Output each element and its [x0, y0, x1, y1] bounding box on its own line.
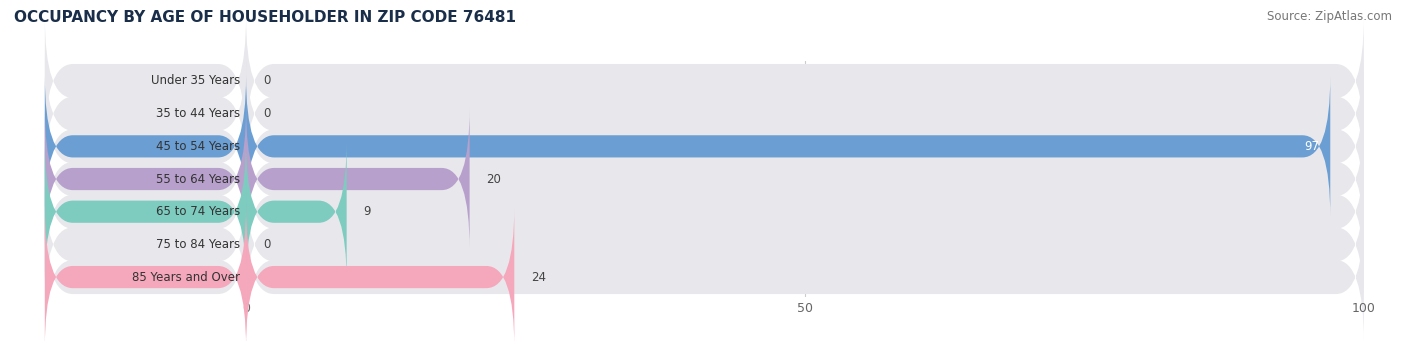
FancyBboxPatch shape	[246, 108, 470, 250]
FancyBboxPatch shape	[246, 49, 1364, 178]
FancyBboxPatch shape	[246, 81, 1364, 211]
FancyBboxPatch shape	[45, 212, 246, 341]
Text: 65 to 74 Years: 65 to 74 Years	[156, 205, 240, 218]
Text: 55 to 64 Years: 55 to 64 Years	[156, 173, 240, 186]
Text: OCCUPANCY BY AGE OF HOUSEHOLDER IN ZIP CODE 76481: OCCUPANCY BY AGE OF HOUSEHOLDER IN ZIP C…	[14, 10, 516, 25]
FancyBboxPatch shape	[45, 49, 246, 178]
FancyBboxPatch shape	[246, 76, 1330, 217]
FancyBboxPatch shape	[45, 114, 246, 244]
FancyBboxPatch shape	[45, 147, 246, 277]
Text: 35 to 44 Years: 35 to 44 Years	[156, 107, 240, 120]
FancyBboxPatch shape	[45, 180, 246, 309]
FancyBboxPatch shape	[45, 16, 246, 146]
Text: 24: 24	[531, 270, 546, 284]
FancyBboxPatch shape	[246, 206, 515, 341]
Text: 20: 20	[486, 173, 502, 186]
Text: Under 35 Years: Under 35 Years	[152, 74, 240, 88]
Text: 45 to 54 Years: 45 to 54 Years	[156, 140, 240, 153]
FancyBboxPatch shape	[45, 76, 246, 217]
FancyBboxPatch shape	[246, 147, 1364, 277]
FancyBboxPatch shape	[45, 108, 246, 250]
FancyBboxPatch shape	[246, 180, 1364, 309]
FancyBboxPatch shape	[45, 141, 246, 282]
Text: 75 to 84 Years: 75 to 84 Years	[156, 238, 240, 251]
Text: 0: 0	[263, 74, 270, 88]
FancyBboxPatch shape	[246, 114, 1364, 244]
FancyBboxPatch shape	[246, 141, 347, 282]
Text: 85 Years and Over: 85 Years and Over	[132, 270, 240, 284]
Text: 9: 9	[363, 205, 371, 218]
Text: 97: 97	[1305, 140, 1319, 153]
FancyBboxPatch shape	[45, 206, 246, 341]
FancyBboxPatch shape	[246, 212, 1364, 341]
Text: 0: 0	[263, 107, 270, 120]
FancyBboxPatch shape	[246, 16, 1364, 146]
Text: 0: 0	[263, 238, 270, 251]
FancyBboxPatch shape	[45, 81, 246, 211]
Text: Source: ZipAtlas.com: Source: ZipAtlas.com	[1267, 10, 1392, 23]
